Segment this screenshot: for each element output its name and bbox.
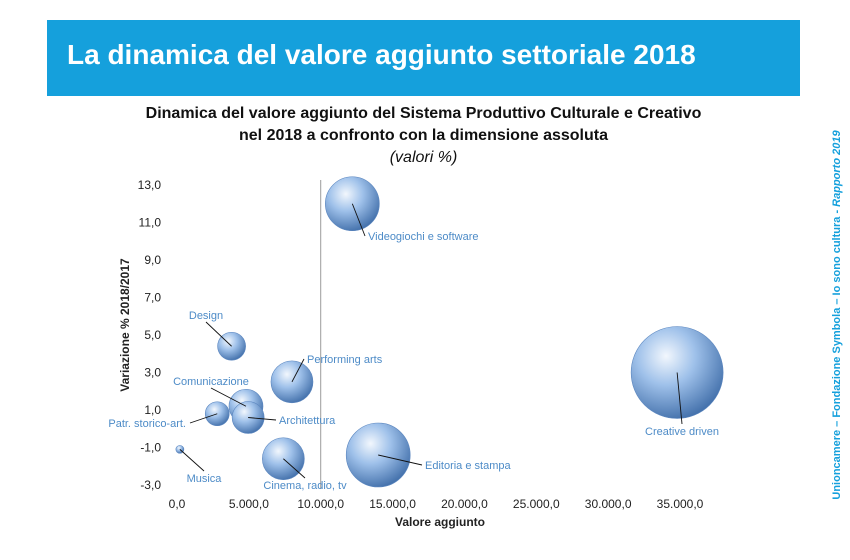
- axes: 13,0 11,0 9,0 7,0 5,0 3,0 1,0 -1,0 -3,0 0,0 5.000,…: [138, 178, 704, 511]
- y-tick-label: -1,0: [140, 441, 161, 455]
- leader-line: [210, 387, 247, 407]
- y-tick-label: 13,0: [138, 178, 162, 192]
- chart-subtitle: (valori %): [389, 149, 458, 166]
- y-tick-label: 9,0: [144, 253, 161, 267]
- leader-line: [676, 372, 683, 425]
- chart-title-line-1: Dinamica del valore aggiunto del Sistema…: [145, 105, 702, 122]
- leader-line: [179, 449, 205, 472]
- bubble-labels: Videogiochi e software Design Performing a…: [108, 203, 719, 492]
- bubble-label: Editoria e stampa: [425, 460, 511, 472]
- x-tick-label: 20.000,0: [441, 497, 488, 511]
- bubble-label: Comunicazione: [173, 376, 249, 388]
- leader-line: [248, 417, 277, 421]
- bubbles: [175, 176, 724, 488]
- leader-line: [378, 454, 423, 466]
- bubble-label: Performing arts: [307, 354, 383, 366]
- leader-line: [189, 413, 218, 424]
- bubble-label: Architettura: [279, 415, 336, 427]
- leader-line: [283, 458, 306, 479]
- title-banner: La dinamica del valore aggiunto settoria…: [47, 20, 800, 96]
- x-tick-label: 15.000,0: [369, 497, 416, 511]
- page-title: La dinamica del valore aggiunto settoria…: [67, 39, 696, 70]
- x-tick-label: 30.000,0: [585, 497, 632, 511]
- x-tick-label: 0,0: [169, 497, 186, 511]
- bubble-label: Musica: [187, 473, 223, 485]
- y-tick-label: 7,0: [144, 291, 161, 305]
- y-tick-label: 3,0: [144, 366, 161, 380]
- bubble-label: Creative driven: [645, 426, 719, 438]
- x-tick-label: 10.000,0: [297, 497, 344, 511]
- x-tick-label: 5.000,0: [229, 497, 269, 511]
- chart-title-line-2: nel 2018 a confronto con la dimensione a…: [239, 127, 608, 144]
- bubble: [231, 401, 265, 434]
- bubble-label: Cinema, radio, tv: [263, 480, 347, 492]
- y-tick-label: -3,0: [140, 478, 161, 492]
- y-tick-label: 11,0: [139, 216, 162, 230]
- leader-line: [205, 321, 232, 347]
- x-axis-title: Valore aggiunto: [395, 515, 485, 529]
- y-tick-label: 5,0: [144, 328, 161, 342]
- leader-line: [351, 203, 366, 237]
- bubble-label: Videogiochi e software: [368, 231, 478, 243]
- bubble-label: Design: [189, 310, 223, 322]
- y-tick-label: 1,0: [144, 403, 161, 417]
- x-tick-label: 25.000,0: [513, 497, 560, 511]
- bubble-label: Patr. storico-art.: [108, 418, 186, 430]
- leader-line: [291, 358, 305, 383]
- x-tick-label: 35.000,0: [657, 497, 704, 511]
- y-axis-title: Variazione % 2018/2017: [118, 258, 132, 392]
